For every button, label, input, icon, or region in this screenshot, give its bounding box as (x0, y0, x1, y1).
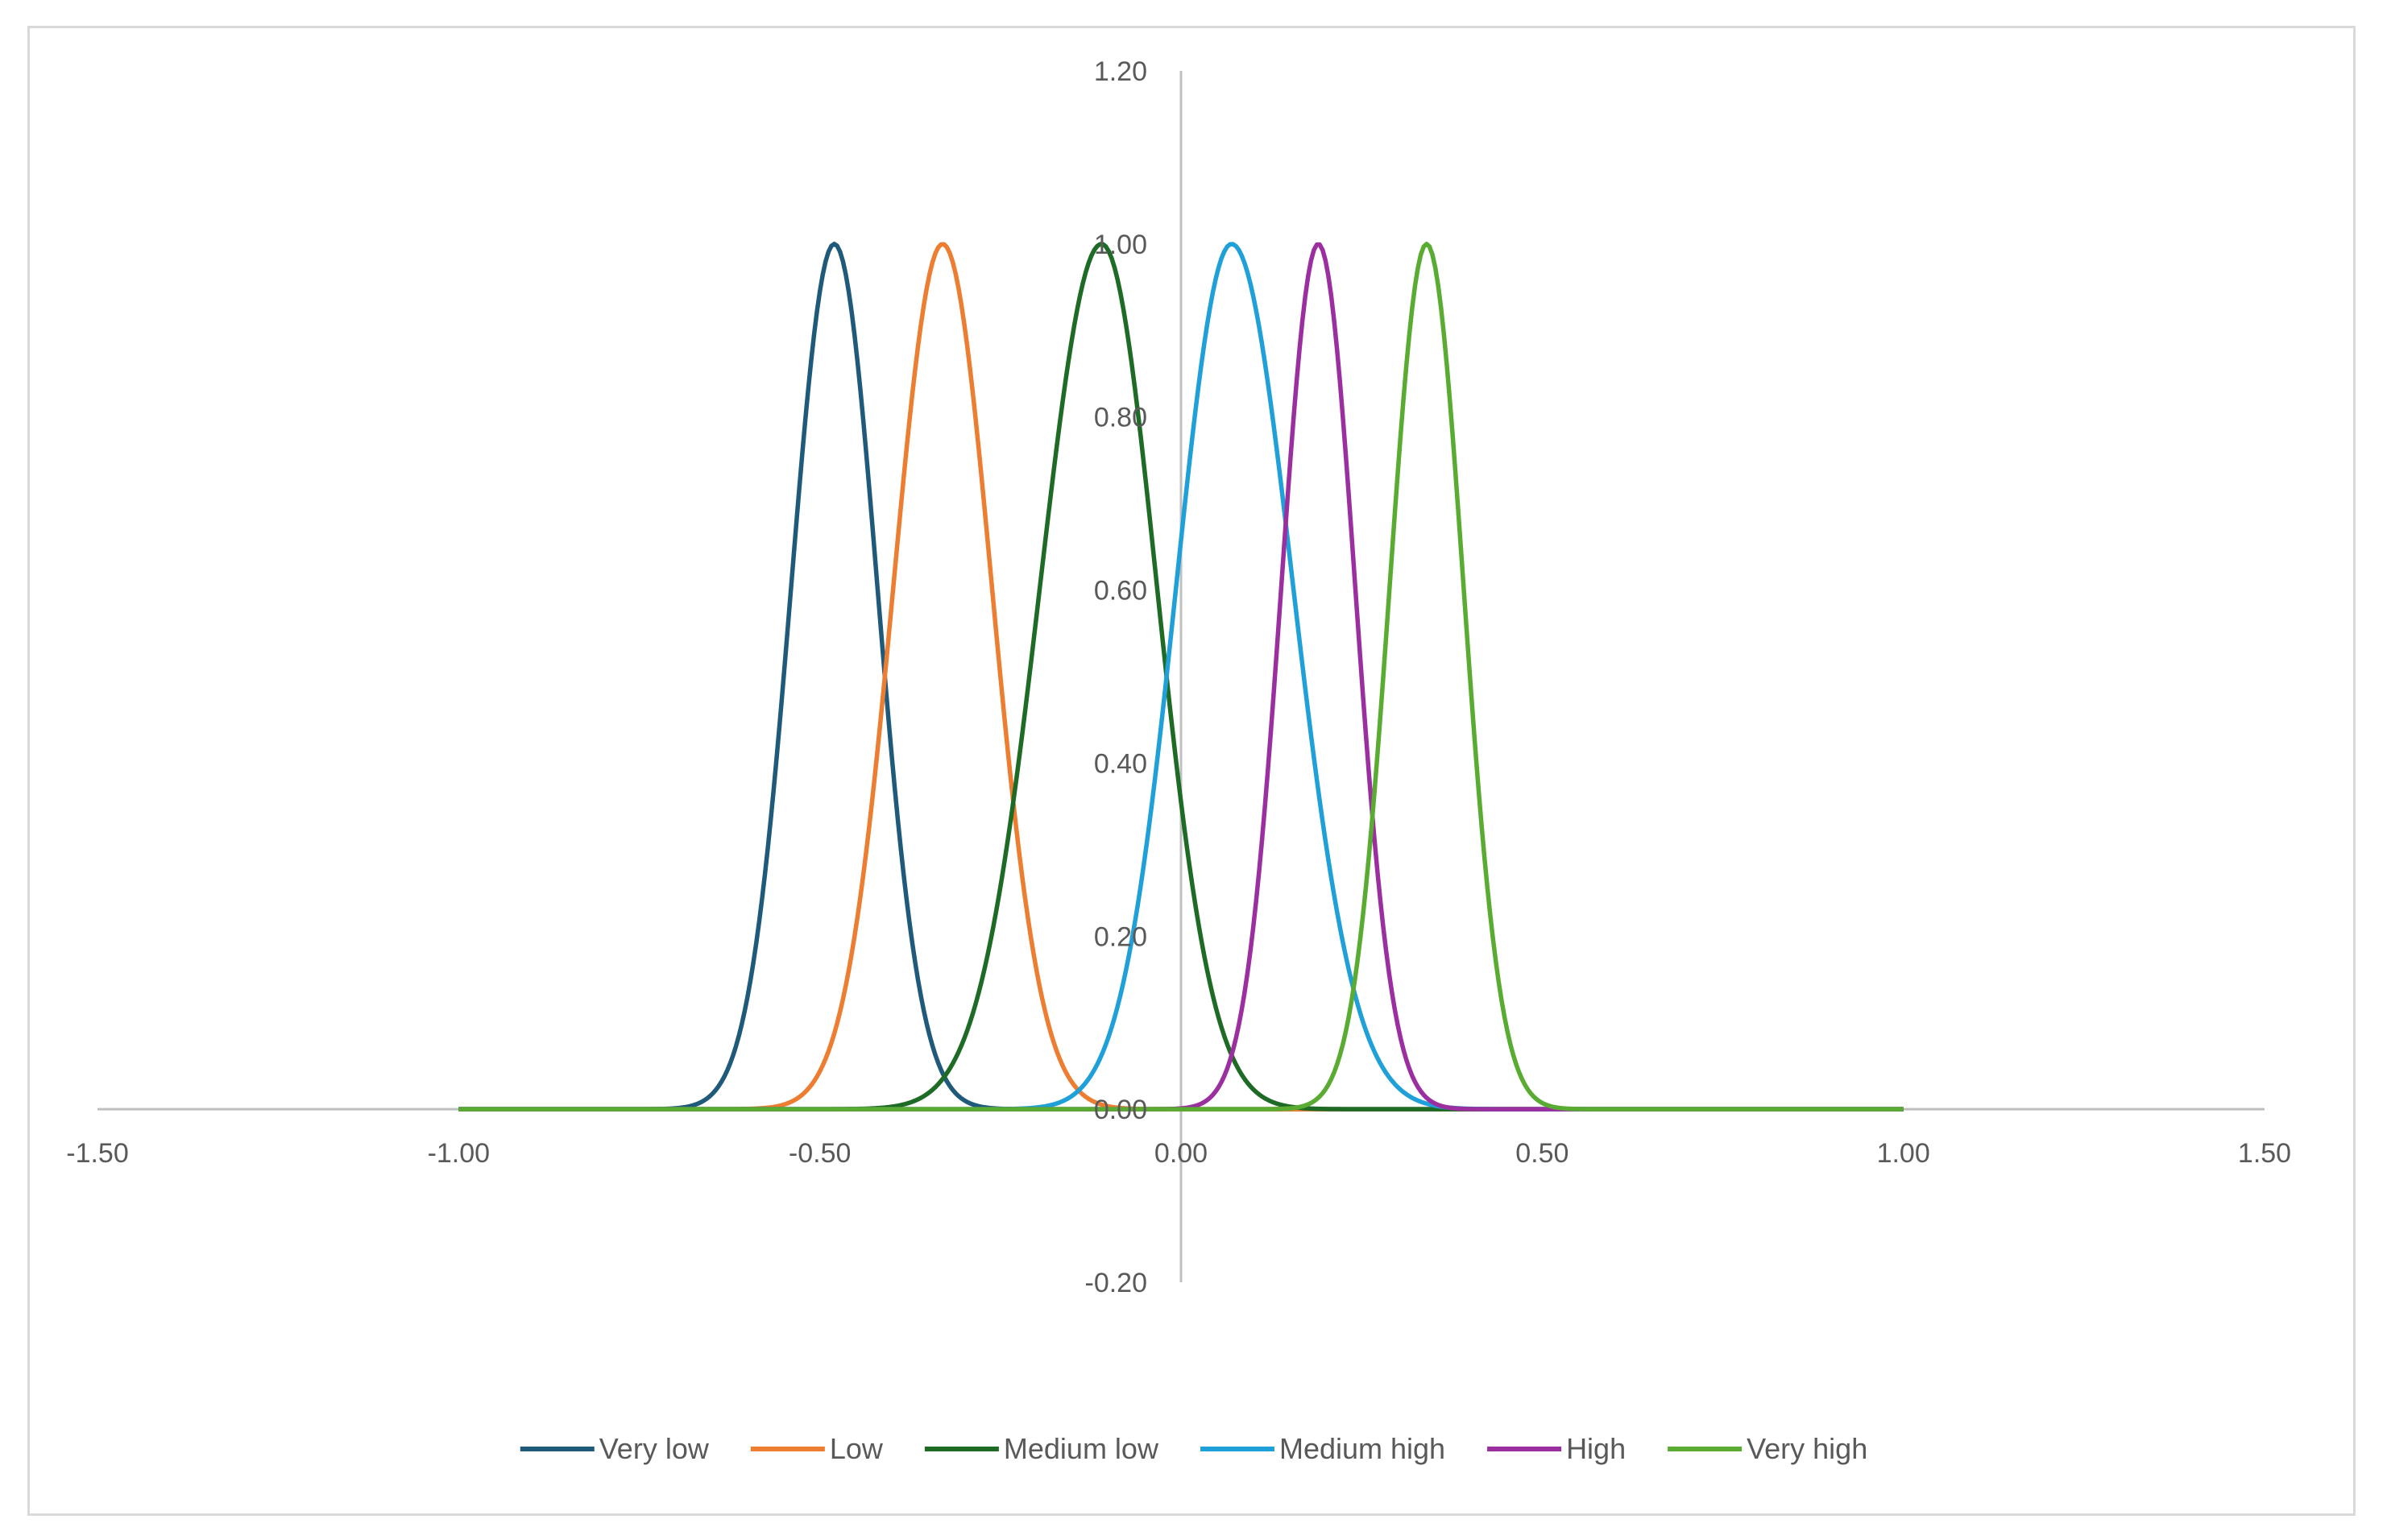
y-tick-label: 0.20 (1094, 921, 1147, 952)
legend-item: High (1487, 1432, 1626, 1465)
x-tick-label: -0.50 (789, 1138, 852, 1169)
x-tick-label: -1.50 (66, 1138, 129, 1169)
legend-label: Medium low (1004, 1432, 1159, 1465)
legend-item: Very high (1668, 1432, 1867, 1465)
series-line-very-high (458, 242, 1904, 1112)
axes-layer (97, 71, 2265, 1282)
legend-item: Low (750, 1432, 884, 1465)
y-tick-label: 0.40 (1094, 748, 1147, 779)
x-tick-label: -1.00 (428, 1138, 491, 1169)
tick-label-layer: -1.50 -1.00 -0.50 0.00 0.50 1.00 1.50 -0.20 0.00… (66, 56, 2291, 1298)
legend-label: Low (830, 1432, 884, 1465)
x-tick-label: 0.00 (1154, 1138, 1208, 1169)
legend-item: Medium low (924, 1432, 1159, 1465)
x-tick-label: 1.00 (1877, 1138, 1930, 1169)
y-tick-label: 1.20 (1094, 56, 1147, 87)
y-tick-label: 0.80 (1094, 403, 1147, 433)
chart-frame: -1.50 -1.00 -0.50 0.00 0.50 1.00 1.50 -0.20 0.00… (27, 26, 2356, 1516)
legend-label: Very low (599, 1432, 710, 1465)
legend-item: Very low (520, 1432, 710, 1465)
y-tick-label: 0.60 (1094, 576, 1147, 606)
series-layer (458, 242, 1904, 1112)
legend: Very low Low Medium low Medium high High Very… (520, 1432, 1867, 1465)
y-tick-label: 0.00 (1094, 1095, 1147, 1125)
x-tick-label: 0.50 (1515, 1138, 1569, 1169)
legend-item: Medium high (1200, 1432, 1445, 1465)
legend-label: Medium high (1279, 1432, 1445, 1465)
y-tick-label: 1.00 (1094, 230, 1147, 260)
x-tick-label: 1.50 (2238, 1138, 2291, 1169)
y-tick-label: -0.20 (1085, 1268, 1148, 1298)
legend-label: High (1566, 1432, 1626, 1465)
chart-svg: -1.50 -1.00 -0.50 0.00 0.50 1.00 1.50 -0.20 0.00… (66, 56, 2291, 1465)
legend-label: Very high (1747, 1432, 1867, 1465)
